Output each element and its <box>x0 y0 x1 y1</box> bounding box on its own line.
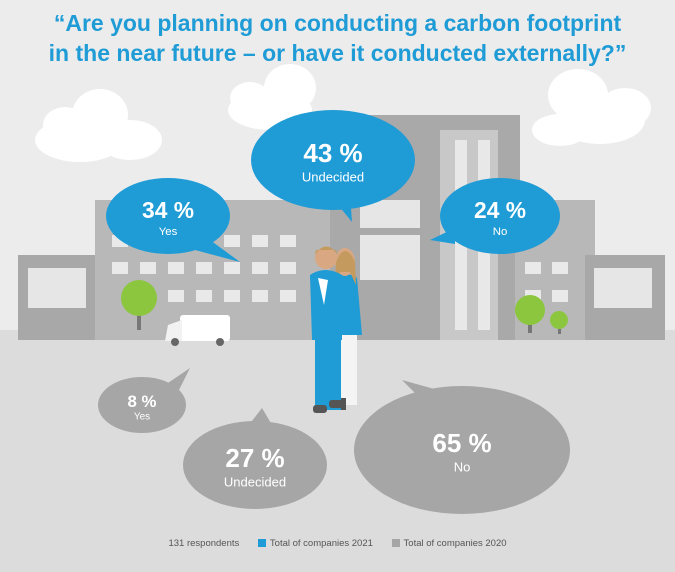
bubble-shape <box>98 377 186 433</box>
chart-title-line-1: “Are you planning on conducting a carbon… <box>53 10 622 36</box>
bubble-undecided-2020: 27 % Undecided <box>183 408 327 509</box>
bubble-category-label: No <box>454 460 471 475</box>
chart-title: “Are you planning on conducting a carbon… <box>0 8 675 68</box>
legend-swatch-2021 <box>257 539 266 547</box>
bubble-value: 43 % <box>303 138 362 168</box>
bubble-category-label: Undecided <box>302 170 364 185</box>
legend-item-2020: Total of companies 2020 <box>391 538 507 549</box>
bubble-value: 34 % <box>142 197 194 223</box>
chart-title-line-2: in the near future – or have it conducte… <box>48 40 627 66</box>
respondents-count: 131 respondents <box>168 538 240 549</box>
bubble-category-label: Undecided <box>224 475 286 490</box>
legend-swatch-2020 <box>391 539 400 547</box>
bubble-shape <box>354 386 570 514</box>
bubble-value: 65 % <box>432 428 491 458</box>
bubble-yes-2020: 8 %Yes <box>98 368 190 433</box>
bubble-shape <box>106 178 230 254</box>
legend-label-2020: Total of companies 2020 <box>403 538 507 549</box>
bubble-category-label: Yes <box>134 412 150 423</box>
bubble-no-2021: 24 % No <box>430 178 560 254</box>
tree-icon <box>515 295 545 333</box>
cloud-icon <box>532 69 651 146</box>
bubble-category-label: Yes <box>159 226 178 238</box>
bubble-shape <box>251 110 415 210</box>
bubble-category-label: No <box>493 226 508 238</box>
legend: 131 respondents Total of companies 2021 … <box>0 538 675 549</box>
bubble-shape <box>183 421 327 509</box>
bubble-yes-2021: 34 % Yes <box>106 178 240 262</box>
legend-item-2021: Total of companies 2021 <box>257 538 373 549</box>
bubble-shape <box>440 178 560 254</box>
people-illustration <box>310 246 362 413</box>
van-icon <box>165 315 230 346</box>
legend-label-2021: Total of companies 2021 <box>269 538 373 549</box>
bubble-value: 24 % <box>474 197 526 223</box>
bubble-no-2020: 65 % No <box>354 380 570 514</box>
bubble-value: 27 % <box>225 443 284 473</box>
tree-icon <box>121 280 157 330</box>
tree-icon <box>550 311 568 334</box>
bubble-undecided-2021: 43 % Undecided <box>251 110 415 222</box>
cloud-icon <box>35 89 162 162</box>
bubble-value: 8 % <box>128 392 157 411</box>
